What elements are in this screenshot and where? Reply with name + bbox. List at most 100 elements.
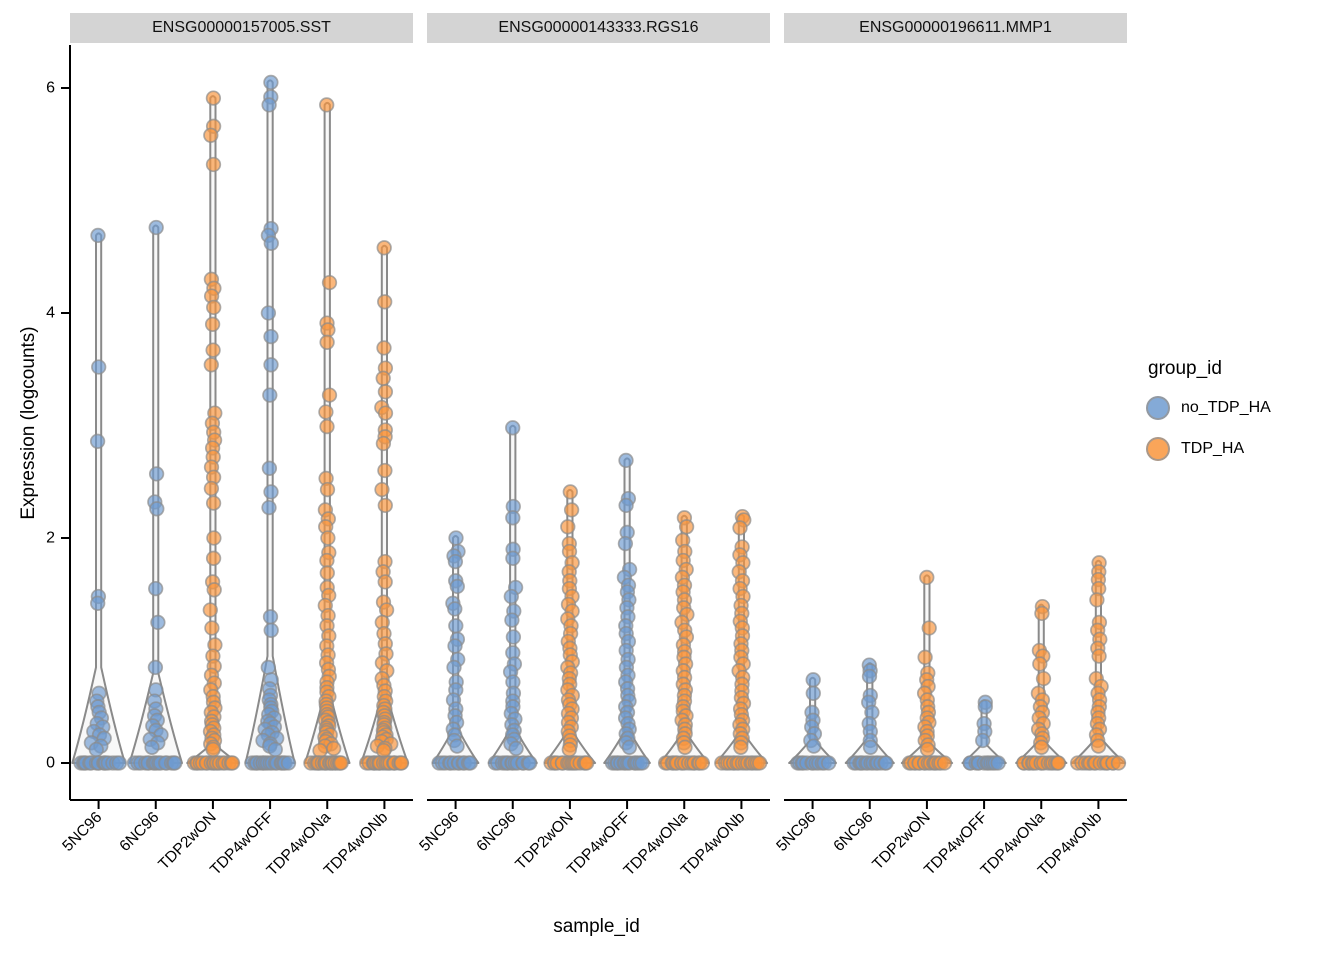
data-point-zero	[694, 755, 710, 771]
data-point	[319, 418, 335, 435]
data-point	[806, 738, 822, 754]
data-point	[376, 340, 392, 356]
data-point	[318, 404, 334, 420]
data-point	[205, 550, 222, 566]
data-point	[805, 672, 821, 688]
data-point	[90, 227, 106, 244]
data-point-zero	[280, 755, 297, 771]
data-point	[919, 741, 936, 758]
data-point	[260, 305, 277, 321]
data-point	[261, 499, 277, 516]
data-point	[733, 739, 749, 755]
data-point	[321, 274, 338, 291]
data-point	[504, 612, 520, 628]
data-point	[505, 510, 521, 526]
data-point-zero	[878, 755, 894, 771]
data-point	[205, 741, 221, 758]
data-point	[148, 466, 165, 482]
data-point	[1034, 605, 1050, 622]
data-point	[90, 595, 106, 611]
data-point	[378, 602, 395, 618]
data-point	[203, 480, 220, 497]
data-point	[1090, 738, 1107, 754]
data-point-zero	[752, 755, 768, 771]
data-point-zero	[224, 755, 241, 771]
data-point-zero	[1110, 755, 1127, 771]
data-point	[446, 659, 462, 676]
data-point-zero	[1050, 755, 1067, 771]
data-point-zero	[462, 755, 478, 771]
data-point	[677, 739, 693, 755]
x-tick-label-1-5NC96: 5NC96	[416, 809, 462, 855]
data-point	[262, 387, 278, 403]
y-tick-label-6: 6	[46, 80, 55, 97]
data-point	[447, 638, 463, 654]
data-point	[1033, 739, 1050, 755]
data-point	[202, 602, 218, 618]
data-point	[561, 741, 577, 758]
data-point-zero	[821, 755, 837, 771]
legend-label-no-tdp-ha: no_TDP_HA	[1181, 399, 1271, 416]
data-point	[326, 740, 342, 757]
data-point	[260, 659, 276, 676]
x-tick-label-0-6NC96: 6NC96	[116, 809, 162, 855]
data-point	[447, 553, 464, 570]
data-point	[621, 739, 638, 755]
data-point	[320, 530, 336, 546]
data-point	[448, 530, 464, 546]
data-point	[618, 497, 634, 514]
legend-key-circle-tdp-ha	[1146, 437, 1170, 461]
data-point	[508, 740, 524, 757]
data-point	[917, 649, 933, 665]
data-point	[449, 578, 465, 595]
data-point	[204, 316, 221, 332]
data-point	[261, 97, 277, 113]
data-point	[562, 484, 578, 500]
data-point	[505, 550, 521, 566]
data-point	[1035, 670, 1052, 687]
data-point	[320, 322, 336, 338]
data-point	[377, 574, 393, 590]
data-point	[319, 481, 336, 498]
data-point	[375, 370, 391, 386]
data-point	[977, 699, 993, 715]
data-point-zero	[936, 755, 953, 771]
data-point	[505, 629, 522, 645]
facet-strip-mmp1: ENSG00000196611.MMP1	[784, 13, 1127, 43]
x-tick-label-2-5NC96: 5NC96	[773, 809, 819, 855]
x-axis-title: sample_id	[553, 916, 640, 937]
data-point	[205, 90, 222, 106]
data-point	[263, 235, 279, 251]
data-point-zero	[111, 755, 127, 771]
data-point	[1089, 592, 1105, 608]
legend: group_id no_TDP_HA TDP_HA	[1146, 358, 1342, 474]
data-point	[1032, 656, 1048, 672]
data-point	[563, 502, 580, 518]
data-point	[377, 294, 393, 310]
legend-label-tdp-ha: TDP_HA	[1181, 440, 1245, 457]
data-point	[375, 435, 392, 452]
data-point	[144, 739, 160, 755]
data-point	[618, 452, 634, 469]
x-tick-label-1-6NC96: 6NC96	[473, 809, 519, 855]
legend-key-circle-no-tdp-ha	[1146, 396, 1170, 420]
data-point	[449, 738, 465, 754]
data-point	[263, 328, 279, 345]
data-point	[206, 299, 222, 316]
data-point	[805, 685, 821, 701]
y-tick-label-2: 2	[46, 530, 55, 547]
data-point	[861, 668, 878, 685]
data-point	[321, 387, 338, 403]
x-tick-label-2-6NC96: 6NC96	[830, 809, 876, 855]
data-point	[377, 405, 394, 421]
data-point	[267, 741, 283, 758]
data-point	[148, 219, 164, 236]
data-point	[919, 569, 935, 586]
data-point	[263, 484, 279, 500]
facet-strip-sst: ENSG00000157005.SST	[70, 13, 413, 43]
y-axis-title: Expression (logcounts)	[18, 326, 39, 520]
data-point-zero	[634, 755, 650, 771]
data-point-zero	[990, 755, 1006, 771]
data-point	[147, 659, 164, 676]
data-point	[448, 618, 464, 634]
